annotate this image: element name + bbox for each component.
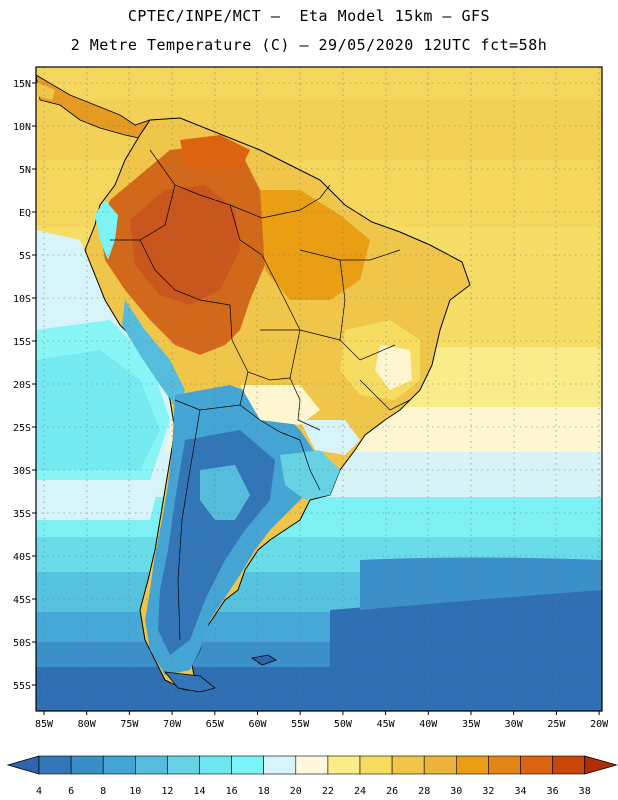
lon-label: 35W <box>462 719 481 730</box>
colorbar-swatch <box>102 755 136 775</box>
colorbar-label: 8 <box>100 786 106 797</box>
colorbar-label: 24 <box>354 786 366 797</box>
colorbar-label: 4 <box>36 786 42 797</box>
lat-label: 35S <box>13 509 31 520</box>
lat-label: 55S <box>13 681 31 692</box>
lon-label: 65W <box>206 719 225 730</box>
lon-label: 45W <box>377 719 396 730</box>
lat-label: 25S <box>13 423 31 434</box>
colorbar-label: 20 <box>290 786 302 797</box>
lat-label: 45S <box>13 595 31 606</box>
triangle-left-icon <box>6 755 40 775</box>
colorbar-swatch <box>391 755 425 775</box>
colorbar-label: 18 <box>258 786 270 797</box>
colorbar-swatch <box>552 755 585 775</box>
colorbar-swatch <box>167 755 200 775</box>
map-title-line2: 2 Metre Temperature (C) – 29/05/2020 12U… <box>70 36 548 54</box>
colorbar-label: 36 <box>547 786 559 797</box>
colorbar-swatch <box>199 755 232 775</box>
colorbar-label: 12 <box>161 786 173 797</box>
colorbar-swatch <box>295 755 329 775</box>
lon-label: 70W <box>163 719 182 730</box>
map-title-line1: CPTEC/INPE/MCT – Eta Model 15km – GFS <box>127 7 491 25</box>
colorbar-swatch <box>135 755 168 775</box>
lon-label: 20W <box>590 719 609 730</box>
graticule <box>36 67 602 711</box>
lat-label: 10S <box>13 294 31 305</box>
colorbar-swatch <box>455 755 489 775</box>
colorbar-label: 14 <box>193 786 205 797</box>
colorbar-label: 26 <box>386 786 398 797</box>
colorbar-swatch <box>488 755 521 775</box>
triangle-right-icon <box>584 755 618 775</box>
country-borders <box>110 149 411 641</box>
map-frame <box>35 66 603 712</box>
lon-label: 40W <box>419 719 438 730</box>
temperature-field <box>36 67 602 711</box>
colorbar-label: 38 <box>579 786 591 797</box>
colorbar-label: 6 <box>68 786 74 797</box>
lon-label: 80W <box>78 719 97 730</box>
lat-label: 15S <box>13 337 31 348</box>
lon-label: 75W <box>120 719 139 730</box>
colorbar-swatch <box>70 755 104 775</box>
colorbar-label: 22 <box>322 786 334 797</box>
colorbar-label: 32 <box>482 786 494 797</box>
lon-label: 25W <box>547 719 566 730</box>
colorbar-label: 28 <box>418 786 430 797</box>
colorbar-label: 30 <box>450 786 462 797</box>
colorbar-swatch <box>423 755 457 775</box>
colorbar-swatch <box>359 755 393 775</box>
lat-label: 20S <box>13 380 31 391</box>
lon-label: 85W <box>35 719 54 730</box>
latitude-labels: 15N 10N 5N EQ 5S 10S 15S 20S 25S 30S 35S 40S 45S 50S 5… <box>13 79 36 692</box>
colorbar-label: 16 <box>226 786 238 797</box>
lat-label: 30S <box>13 466 31 477</box>
lat-label: 40S <box>13 552 31 563</box>
lon-label: 30W <box>505 719 524 730</box>
lat-label: 10N <box>13 122 31 133</box>
lon-label: 55W <box>291 719 310 730</box>
lon-label: 60W <box>248 719 267 730</box>
colorbar-swatch <box>38 755 72 775</box>
colorbar-swatch <box>520 755 553 775</box>
colorbar-label: 10 <box>129 786 141 797</box>
colorbar-label: 34 <box>514 786 526 797</box>
colorbar <box>6 755 618 775</box>
longitude-labels: 85W 80W 75W 70W 65W 60W 55W 50W 45W 40W 35W 30W 25W 2… <box>35 711 609 730</box>
colorbar-swatch <box>327 755 361 775</box>
colorbar-swatch <box>263 755 297 775</box>
lat-label: 5S <box>19 251 31 262</box>
lon-label: 50W <box>334 719 353 730</box>
lat-label: 15N <box>13 79 31 90</box>
lat-label: 5N <box>19 165 31 176</box>
lat-label: 50S <box>13 638 31 649</box>
colorbar-swatch <box>231 755 265 775</box>
colorbar-labels: 4 6 8 10 12 14 16 18 20 22 24 26 28 30 32 34 36 38 <box>36 786 591 797</box>
lat-label: EQ <box>19 208 31 219</box>
